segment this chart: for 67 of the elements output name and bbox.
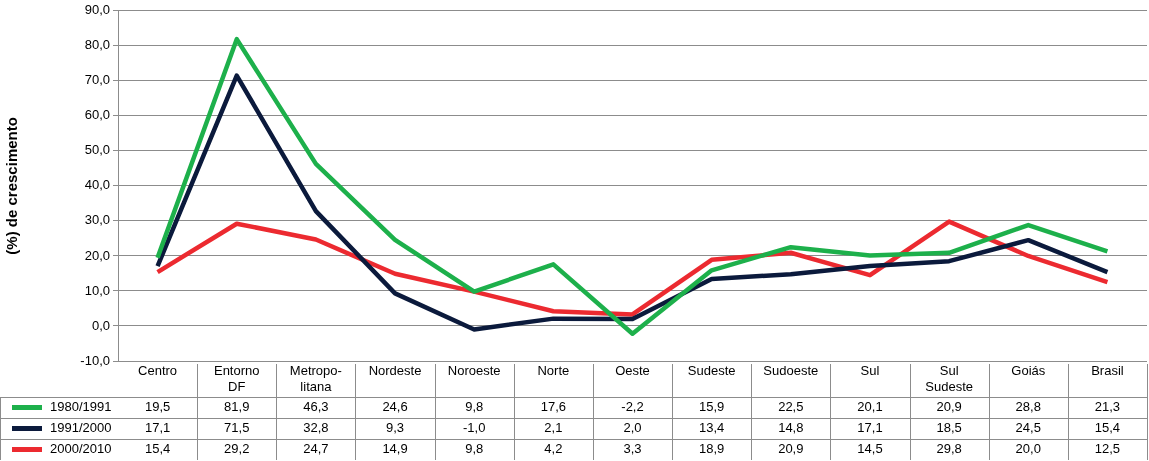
data-label: 15,4 [144,441,171,457]
x-tick-label: Sudeste [687,363,736,379]
data-label: 18,5 [936,420,962,436]
data-label: 28,8 [1015,399,1041,415]
data-label: 2,0 [623,420,642,436]
x-tick-label: Metropo-litana [289,363,342,394]
data-label: -2,2 [621,399,644,415]
data-label: 32,8 [303,420,329,436]
data-label: 17,1 [144,420,171,436]
data-label: 29,2 [224,441,250,457]
y-tick-label: 50,0 [84,142,110,158]
data-label: 29,8 [936,441,962,457]
y-tick-label: 70,0 [84,72,110,88]
data-label: 46,3 [303,399,329,415]
x-tick-label: Noroeste [447,363,501,379]
y-axis-title: (%) de crescimento [3,117,21,255]
data-label: 81,9 [224,399,250,415]
x-tick-label: Sul [860,363,880,379]
y-tick-label: 90,0 [84,2,110,18]
data-label: 20,1 [857,399,883,415]
data-label: 19,5 [144,399,171,415]
x-tick-label: Oeste [615,363,650,379]
y-tick-label: 30,0 [84,212,110,228]
data-label: 22,5 [778,399,804,415]
x-tick-label: Nordeste [368,363,422,379]
data-label: 15,9 [699,399,725,415]
data-label: 21,3 [1094,399,1121,415]
y-tick-label: 40,0 [84,177,110,193]
data-label: 12,5 [1094,441,1121,457]
y-tick-label: 80,0 [84,37,110,53]
data-label: 18,9 [699,441,725,457]
x-tick-label: Goiás [1011,363,1046,379]
data-label: 24,6 [382,399,408,415]
data-label: 14,8 [778,420,804,436]
data-label: 14,5 [857,441,883,457]
data-label: 20,9 [778,441,804,457]
data-label: 71,5 [224,420,250,436]
data-label: 20,9 [936,399,962,415]
data-label: 4,2 [544,441,563,457]
data-label: 9,8 [465,399,484,415]
y-tick-label: 10,0 [84,282,110,298]
data-label: 13,4 [699,420,725,436]
x-tick-label: Sul Sudeste [925,363,973,394]
x-tick-label: Norte [537,363,570,379]
x-tick-label: Centro [138,363,178,379]
data-label: 9,8 [465,441,484,457]
data-label: 24,5 [1015,420,1041,436]
data-label: 24,7 [303,441,329,457]
legend-label: 1991/2000 [50,420,112,436]
data-label: 20,0 [1015,441,1041,457]
x-tick-label: Sudoeste [763,363,819,379]
legend-label: 2000/2010 [50,441,112,457]
y-tick-label: 0,0 [91,317,110,333]
legend-label: 1980/1991 [50,399,112,415]
data-label: 17,6 [540,399,566,415]
y-tick-label: 60,0 [84,107,110,123]
data-label: 2,1 [544,420,563,436]
data-label: 17,1 [857,420,883,436]
y-tick-label: 20,0 [84,247,110,263]
data-label: -1,0 [462,420,486,436]
x-tick-label: Brasil [1091,363,1124,379]
data-label: 9,3 [386,420,405,436]
y-tick-label: -10,0 [80,352,110,368]
data-label: 14,9 [382,441,408,457]
x-tick-label: Entorno DF [213,363,260,394]
data-label: 3,3 [623,441,642,457]
data-label: 15,4 [1094,420,1121,436]
